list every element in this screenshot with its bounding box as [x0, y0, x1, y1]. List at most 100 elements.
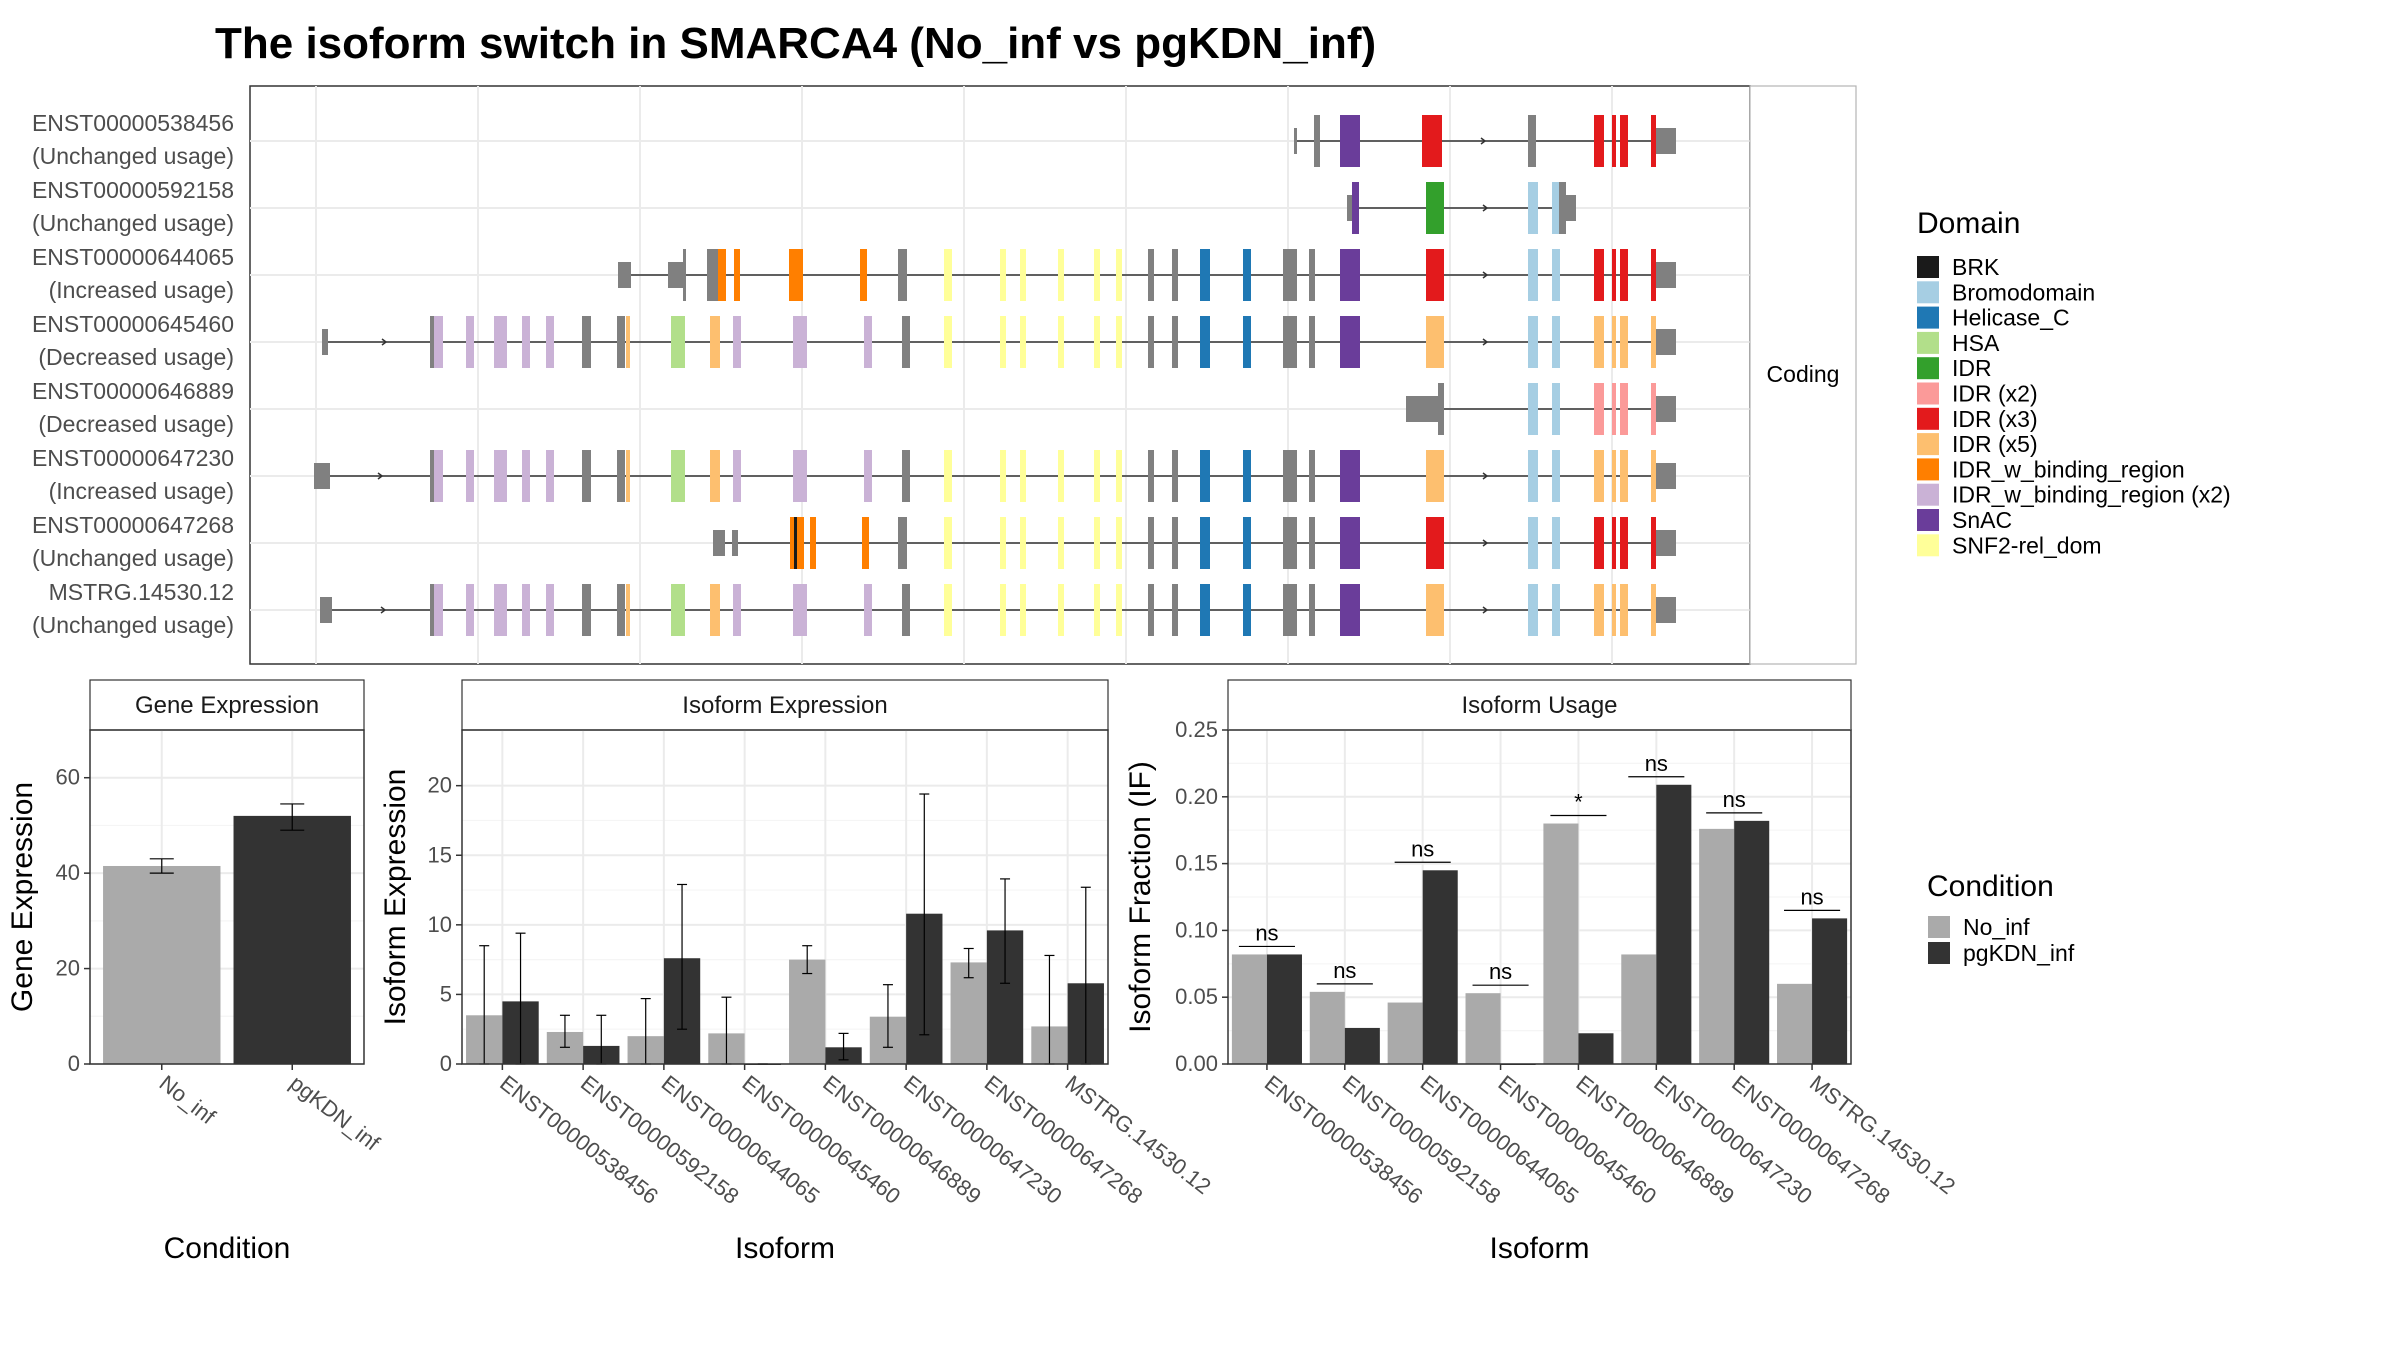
isoform-track — [618, 249, 1676, 301]
domain-exon — [1000, 316, 1006, 368]
domain-swatch — [1917, 458, 1939, 481]
exon — [1438, 383, 1444, 435]
domain-exon — [1116, 316, 1122, 368]
bar-pgKDN_inf — [1344, 1027, 1380, 1064]
exon — [320, 597, 332, 623]
domain-exon — [1094, 249, 1100, 301]
condition-legend-title: Condition — [1927, 870, 2054, 903]
isoform-label-usage: (Decreased usage) — [38, 411, 234, 437]
exon — [617, 450, 625, 502]
domain-exon — [1528, 249, 1538, 301]
x-axis-title: Isoform — [1489, 1232, 1589, 1265]
domain-exon — [1243, 584, 1251, 636]
exon — [898, 517, 907, 569]
coding-strip — [1749, 85, 1857, 665]
domain-exon — [733, 584, 741, 636]
y-tick-label: 10 — [428, 912, 452, 937]
domain-exon — [1200, 517, 1210, 569]
domain-exon — [1020, 249, 1026, 301]
isoform-label-id: ENST00000646889 — [32, 378, 234, 404]
domain-exon — [1528, 182, 1538, 234]
exon — [683, 249, 686, 301]
domain-legend-label: IDR_w_binding_region — [1952, 456, 2185, 482]
significance-label: ns — [1723, 787, 1746, 812]
domain-exon — [1200, 584, 1210, 636]
panel-frame — [461, 729, 1109, 1065]
isoform-structure-panel: Coding ENST00000538456 (Unchanged usage) E… — [32, 85, 1857, 665]
domain-exon — [1426, 517, 1444, 569]
bar-pgKDN_inf — [1422, 870, 1458, 1064]
domain-exon — [1200, 249, 1210, 301]
exon — [1566, 195, 1576, 221]
exon — [1148, 450, 1154, 502]
domain-exon — [1340, 450, 1360, 502]
domain-swatch — [1917, 509, 1939, 531]
exon — [1283, 584, 1297, 636]
domain-exon — [1651, 584, 1656, 636]
domain-exon — [1528, 584, 1538, 636]
domain-exon — [1552, 584, 1560, 636]
domain-exon — [1422, 115, 1442, 167]
domain-exon — [1620, 115, 1628, 167]
domain-exon — [1058, 316, 1064, 368]
domain-exon — [864, 584, 872, 636]
bar-pgKDN_inf — [1578, 1033, 1614, 1064]
exon — [1283, 517, 1297, 569]
exon — [1309, 584, 1315, 636]
domain-exon — [546, 584, 554, 636]
domain-exon — [1612, 383, 1616, 435]
domain-exon — [1552, 182, 1559, 234]
x-axis-title: Condition — [164, 1232, 291, 1265]
coding-strip-label: Coding — [1767, 361, 1840, 387]
bar-No_inf — [1621, 954, 1657, 1064]
condition-swatch — [1928, 916, 1950, 938]
domain-exon — [1000, 450, 1006, 502]
significance-label: * — [1574, 790, 1583, 815]
domain-exon — [434, 316, 443, 368]
isoform-label-usage: (Unchanged usage) — [32, 143, 234, 169]
domain-exon — [862, 517, 869, 569]
exon — [322, 329, 328, 355]
domain-exon — [1000, 517, 1006, 569]
domain-exon — [794, 517, 797, 569]
domain-exon — [864, 450, 872, 502]
domain-exon — [1340, 115, 1360, 167]
panel-strip — [89, 679, 365, 731]
domain-exon — [1020, 517, 1026, 569]
domain-exon — [944, 249, 952, 301]
domain-exon — [626, 450, 630, 502]
x-tick-label: MSTRG.14530.12 — [1061, 1070, 1216, 1199]
domain-exon — [1552, 517, 1560, 569]
exon — [1283, 249, 1297, 301]
domain-exon — [1620, 316, 1628, 368]
domain-exon — [522, 450, 530, 502]
y-axis-title: Isoform Expression — [379, 769, 412, 1026]
structure-tracks — [314, 115, 1676, 636]
domain-exon — [1620, 517, 1628, 569]
domain-exon — [1528, 517, 1538, 569]
domain-exon — [710, 316, 720, 368]
exon — [1656, 396, 1676, 422]
domain-swatch — [1917, 306, 1939, 329]
domain-exon — [1020, 584, 1026, 636]
significance-label: ns — [1255, 920, 1278, 945]
bar-No_inf — [1387, 1002, 1423, 1064]
exon — [668, 262, 683, 288]
domain-exon — [1594, 249, 1604, 301]
intron-arrow — [1480, 137, 1487, 145]
exon — [617, 316, 625, 368]
y-tick-label: 40 — [56, 860, 80, 885]
domain-exon — [1594, 450, 1604, 502]
exon — [1172, 450, 1178, 502]
intron-arrow — [1482, 271, 1489, 279]
isoform-track — [1347, 182, 1576, 234]
isoform-label-usage: (Increased usage) — [49, 277, 234, 303]
intron-arrow — [381, 338, 388, 346]
domain-swatch — [1917, 281, 1939, 304]
domain-exon — [1058, 517, 1064, 569]
domain-exon — [1340, 584, 1360, 636]
y-tick-label: 15 — [428, 842, 452, 867]
domain-exon — [860, 249, 867, 301]
isoform-label-id: ENST00000538456 — [32, 110, 234, 136]
